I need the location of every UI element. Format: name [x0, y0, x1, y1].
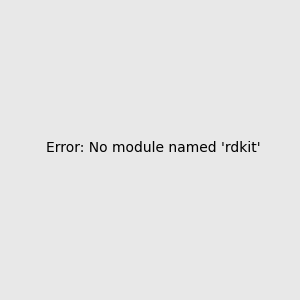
Text: Error: No module named 'rdkit': Error: No module named 'rdkit'	[46, 140, 261, 154]
